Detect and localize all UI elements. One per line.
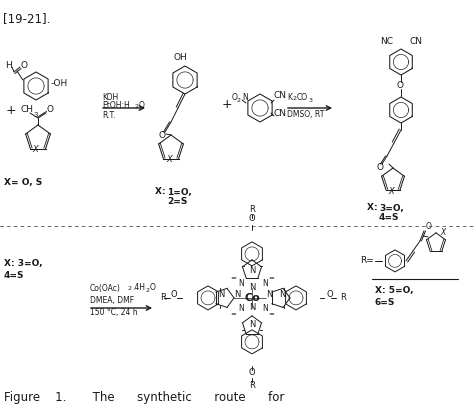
Text: CN: CN [274,92,287,101]
Text: N: N [249,267,255,276]
Text: X:: X: [367,204,381,212]
Text: O: O [139,101,145,110]
Text: Figure    1.       The      synthetic      route      for: Figure 1. The synthetic route for [4,390,284,403]
Text: O: O [377,164,384,173]
Text: CO: CO [297,94,308,103]
Text: X: X [166,155,172,164]
Text: 2: 2 [293,96,297,101]
Text: O: O [47,105,54,114]
Text: =: = [268,275,274,281]
Text: N: N [249,303,255,313]
Text: R.T.: R.T. [102,112,116,120]
Text: 3: 3 [309,98,313,103]
Text: O: O [232,94,238,103]
Text: 2: 2 [146,289,150,293]
Text: 150 °C, 24 h: 150 °C, 24 h [90,308,137,317]
Text: R: R [340,293,346,302]
Text: DMEA, DMF: DMEA, DMF [90,295,134,304]
Text: =: = [268,311,274,317]
Text: +: + [6,103,17,116]
Text: N: N [249,320,255,329]
Text: R: R [249,381,255,390]
Text: O: O [397,81,404,90]
Text: R: R [249,206,255,214]
Text: .4H: .4H [132,284,145,293]
Text: EtOH:H: EtOH:H [102,101,130,110]
Text: O: O [21,61,28,70]
Text: X:: X: [155,188,169,197]
Text: 6=S: 6=S [375,298,395,307]
Text: O: O [327,290,334,300]
Text: X: X [388,186,394,195]
Text: 2: 2 [135,103,139,109]
Text: NC: NC [380,37,393,46]
Text: =: = [230,311,236,317]
Text: 2=S: 2=S [167,197,187,206]
Text: N: N [242,94,248,103]
Text: N: N [262,304,268,313]
Text: -OH: -OH [51,79,68,88]
Text: X: X [32,144,38,153]
Text: N: N [262,279,268,289]
Text: N: N [249,283,255,292]
Text: [19-21].: [19-21]. [3,12,50,25]
Text: OH: OH [173,53,187,63]
Text: 2: 2 [237,98,241,103]
Text: CN: CN [274,109,287,118]
Text: +: + [222,98,233,112]
Text: 4=S: 4=S [379,214,400,223]
Text: DMSO, RT: DMSO, RT [287,110,324,120]
Text: X= O, S: X= O, S [4,177,42,186]
Text: N: N [279,290,285,300]
Text: CH: CH [21,105,34,114]
Text: 3: 3 [33,112,37,118]
Text: N: N [234,290,240,300]
Text: X: 3=O,: X: 3=O, [4,259,43,268]
Text: X: X [440,228,445,237]
Text: K: K [287,94,292,103]
Text: O: O [249,368,255,377]
Text: 1=O,: 1=O, [167,188,192,197]
Text: 3=O,: 3=O, [379,204,404,212]
Text: O: O [150,284,156,293]
Text: O: O [426,222,432,232]
Text: N: N [238,304,244,313]
Text: Co(OAc): Co(OAc) [90,284,121,293]
Text: N: N [266,290,273,300]
Text: N: N [238,279,244,289]
Text: X: 5=O,: X: 5=O, [375,287,413,295]
Text: N: N [219,290,225,300]
Text: KOH: KOH [102,94,118,103]
Text: =: = [230,275,236,281]
Text: O: O [159,131,166,140]
Text: O: O [249,214,255,223]
Text: R: R [160,293,166,302]
Text: O: O [171,290,178,300]
Text: 2: 2 [128,285,132,291]
Text: R=: R= [360,256,374,265]
Text: Co: Co [244,293,260,303]
Text: 4=S: 4=S [4,271,25,280]
Text: CN: CN [410,37,423,46]
Text: H: H [5,61,12,70]
